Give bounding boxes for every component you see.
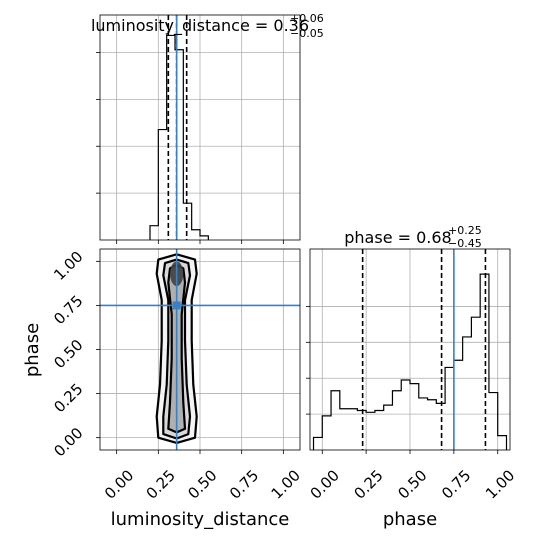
ph-xtick-label-3: 0.75 <box>438 466 474 502</box>
phase-panel: phase = 0.68 +0.25 −0.45 0.00 0.25 0.50 0.7… <box>306 224 518 530</box>
joint-panel: 0.00 0.25 0.50 0.75 1.00 0.000.250.500.751.0… <box>22 248 304 530</box>
joint-truth-marker <box>172 301 181 310</box>
joint-x-tick-labels: 0.00 0.25 0.50 0.75 1.00 <box>101 466 304 502</box>
ld-gridlines <box>100 15 300 240</box>
ph-x-tick-labels: 0.00 0.25 0.50 0.75 1.00 <box>307 466 519 502</box>
joint-xtick-label-4: 1.00 <box>268 466 304 502</box>
ph-title: phase = 0.68 <box>344 228 451 247</box>
ph-axes-frame <box>309 248 511 451</box>
joint-ytick-label-3: 0.75 <box>50 292 86 328</box>
joint-ytick-label-0: 0.00 <box>50 424 86 460</box>
ph-quantile-lines <box>361 249 487 450</box>
ph-xlabel: phase <box>383 509 437 530</box>
joint-ytick-label-1: 0.25 <box>50 380 86 416</box>
joint-xtick-label-0: 0.00 <box>101 466 137 502</box>
ld-title-label: luminosity_distance = 0.36 <box>91 16 309 36</box>
joint-xtick-label-2: 0.50 <box>184 466 220 502</box>
ld-histogram <box>149 34 209 240</box>
ph-histogram <box>312 273 508 450</box>
ph-xtick-label-1: 0.25 <box>350 466 386 502</box>
ld-title-sub: −0.05 <box>290 27 324 40</box>
ph-ticks <box>306 306 499 454</box>
ph-title-sub: −0.45 <box>448 237 482 250</box>
joint-xtick-label-3: 0.75 <box>226 466 262 502</box>
joint-ylabel: phase <box>22 323 43 377</box>
joint-xtick-label-1: 0.25 <box>143 466 179 502</box>
ph-xtick-label-2: 0.50 <box>394 466 430 502</box>
joint-ytick-label-4: 1.00 <box>50 248 86 284</box>
luminosity-distance-panel: luminosity_distance = 0.36 +0.06 −0.05 <box>91 12 324 244</box>
ph-title-sup: +0.25 <box>448 224 482 237</box>
ph-title-label: phase = 0.68 <box>344 228 451 247</box>
joint-xlabel: luminosity_distance <box>111 509 290 530</box>
joint-gridlines <box>100 249 300 450</box>
ld-title-sup: +0.06 <box>290 12 324 25</box>
ph-xtick-label-0: 0.00 <box>307 466 343 502</box>
ld-ticks <box>96 52 284 244</box>
ld-axes-frame <box>99 14 301 241</box>
ld-title: luminosity_distance = 0.36 <box>91 16 309 36</box>
ph-xtick-label-4: 1.00 <box>482 466 518 502</box>
joint-axes-frame <box>99 248 301 451</box>
joint-ticks <box>96 260 284 454</box>
joint-y-tick-labels: 0.00 0.25 0.50 0.75 1.00 <box>50 248 86 461</box>
joint-ytick-label-2: 0.50 <box>50 336 86 372</box>
